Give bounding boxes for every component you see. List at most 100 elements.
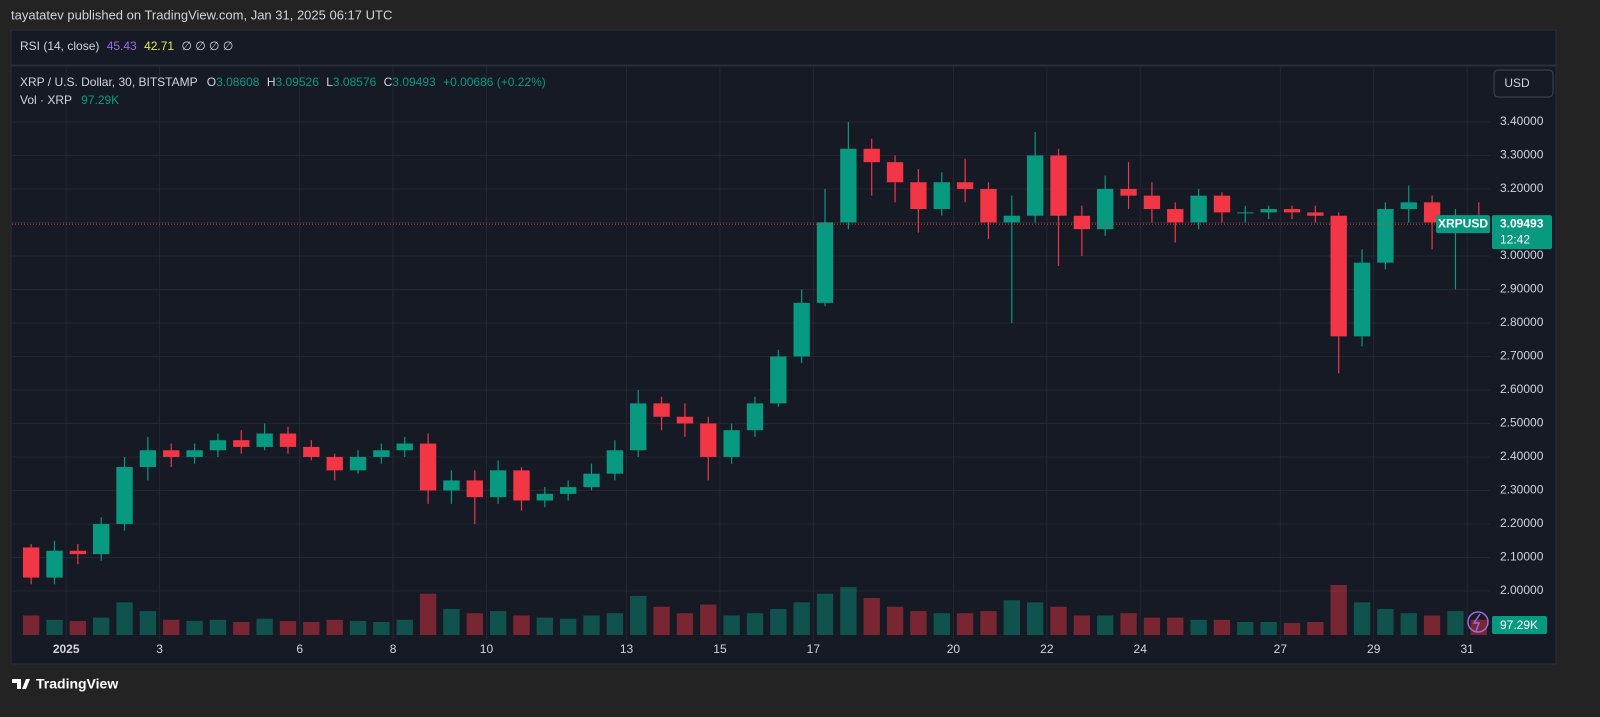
volume-bar	[1400, 613, 1417, 635]
volume-bar	[1237, 621, 1254, 635]
candle-body	[443, 480, 460, 491]
volume-bar	[1377, 608, 1394, 635]
o-label: O	[207, 75, 216, 89]
x-tick-label: 6	[296, 642, 303, 656]
candle-body	[840, 148, 857, 223]
candle-body	[1237, 212, 1254, 214]
h-label: H	[267, 75, 276, 89]
candle-body	[1283, 209, 1301, 213]
currency[interactable]: USD	[1504, 76, 1530, 90]
candle-body	[816, 222, 834, 303]
candle-body	[1050, 155, 1067, 216]
volume-bar	[653, 606, 670, 635]
volume-bar	[723, 615, 740, 635]
volume-bar	[1283, 623, 1301, 635]
volume-bar	[1330, 585, 1347, 635]
candle-body	[163, 450, 180, 457]
y-tick-label: 2.60000	[1500, 382, 1544, 396]
volume-bar	[186, 620, 203, 635]
candle-body	[770, 356, 787, 404]
candle-body	[863, 148, 880, 163]
volume-bar	[1307, 621, 1324, 635]
candle-body	[93, 523, 110, 555]
volume-bar	[419, 593, 437, 635]
x-tick-label: 31	[1460, 642, 1474, 656]
volume-bar	[116, 602, 133, 635]
x-tick-label: 20	[947, 642, 961, 656]
candle-body	[793, 302, 810, 357]
o-value: 3.08608	[216, 75, 260, 89]
candle-body	[489, 470, 507, 498]
volume-bar	[1353, 602, 1371, 635]
volume-bar	[1447, 611, 1464, 635]
candle-body	[139, 450, 157, 468]
x-tick-label: 2025	[53, 642, 80, 656]
volume-bar	[46, 619, 63, 635]
alert-icon[interactable]	[1467, 611, 1489, 633]
symbol-title: XRP / U.S. Dollar, 30, BITSTAMP	[20, 75, 198, 89]
y-tick-label: 3.30000	[1500, 148, 1544, 162]
volume-bar	[956, 613, 974, 635]
volume-bar	[69, 620, 87, 635]
grid	[12, 66, 1490, 640]
candle-body	[1097, 188, 1114, 230]
price-tag	[1492, 215, 1552, 250]
y-tick-label: 2.70000	[1500, 349, 1544, 363]
y-tick-label: 2.40000	[1500, 449, 1544, 463]
volume-bar	[373, 621, 390, 635]
candle-body	[980, 188, 997, 223]
brand: TradingView	[36, 676, 118, 692]
volume-bar	[933, 613, 950, 635]
candle-body	[1400, 202, 1417, 210]
currency-button[interactable]	[1493, 69, 1554, 98]
candle-body	[933, 182, 950, 210]
symbol-tag	[1436, 215, 1490, 234]
candle-body	[233, 440, 250, 447]
candle-body	[1026, 155, 1044, 216]
volume-bar	[1097, 615, 1114, 635]
l-value: 3.08576	[333, 75, 377, 89]
volume-bar	[630, 595, 647, 635]
volume-bar	[770, 608, 787, 635]
y-tick-label: 3.20000	[1500, 181, 1544, 195]
x-tick-label: 22	[1040, 642, 1054, 656]
volume-bar	[676, 613, 694, 635]
candle-body	[513, 470, 530, 501]
x-tick-label: 29	[1367, 642, 1381, 656]
candle-body	[1167, 209, 1184, 223]
candle-body	[560, 487, 577, 494]
candle-body	[676, 416, 694, 424]
y-tick-label: 3.40000	[1500, 114, 1544, 128]
candle-body	[466, 480, 483, 498]
volume-bar	[209, 619, 227, 635]
volume-bar	[1213, 619, 1231, 635]
alert-icon-bolt	[1472, 613, 1481, 632]
volume-bar	[886, 606, 904, 635]
candle-body	[1260, 209, 1277, 213]
volume-bar	[863, 598, 880, 635]
candle-body	[1190, 195, 1207, 223]
volume-bar	[513, 615, 530, 635]
volume-bar	[1050, 606, 1067, 635]
x-tick-label: 27	[1274, 642, 1288, 656]
volume-bar	[746, 613, 764, 635]
volume-bar	[22, 615, 40, 635]
candle-body	[279, 433, 297, 447]
candle-body	[22, 547, 40, 578]
h-value: 3.09526	[276, 75, 320, 89]
candle-body	[910, 182, 927, 210]
volume-bar	[1143, 617, 1161, 635]
candle-body	[1377, 209, 1394, 263]
change: +0.00686 (+0.22%)	[443, 75, 546, 89]
volume-bar	[349, 620, 367, 635]
volume-bar	[303, 621, 320, 635]
y-tick-label: 2.80000	[1500, 315, 1544, 329]
rsi-empty: ∅ ∅ ∅ ∅	[181, 39, 233, 53]
candle-body	[1003, 215, 1020, 223]
candle-body	[116, 467, 133, 524]
candle-body	[723, 430, 740, 457]
c-label: C	[384, 75, 393, 89]
rsi-name: RSI (14, close)	[20, 39, 99, 53]
